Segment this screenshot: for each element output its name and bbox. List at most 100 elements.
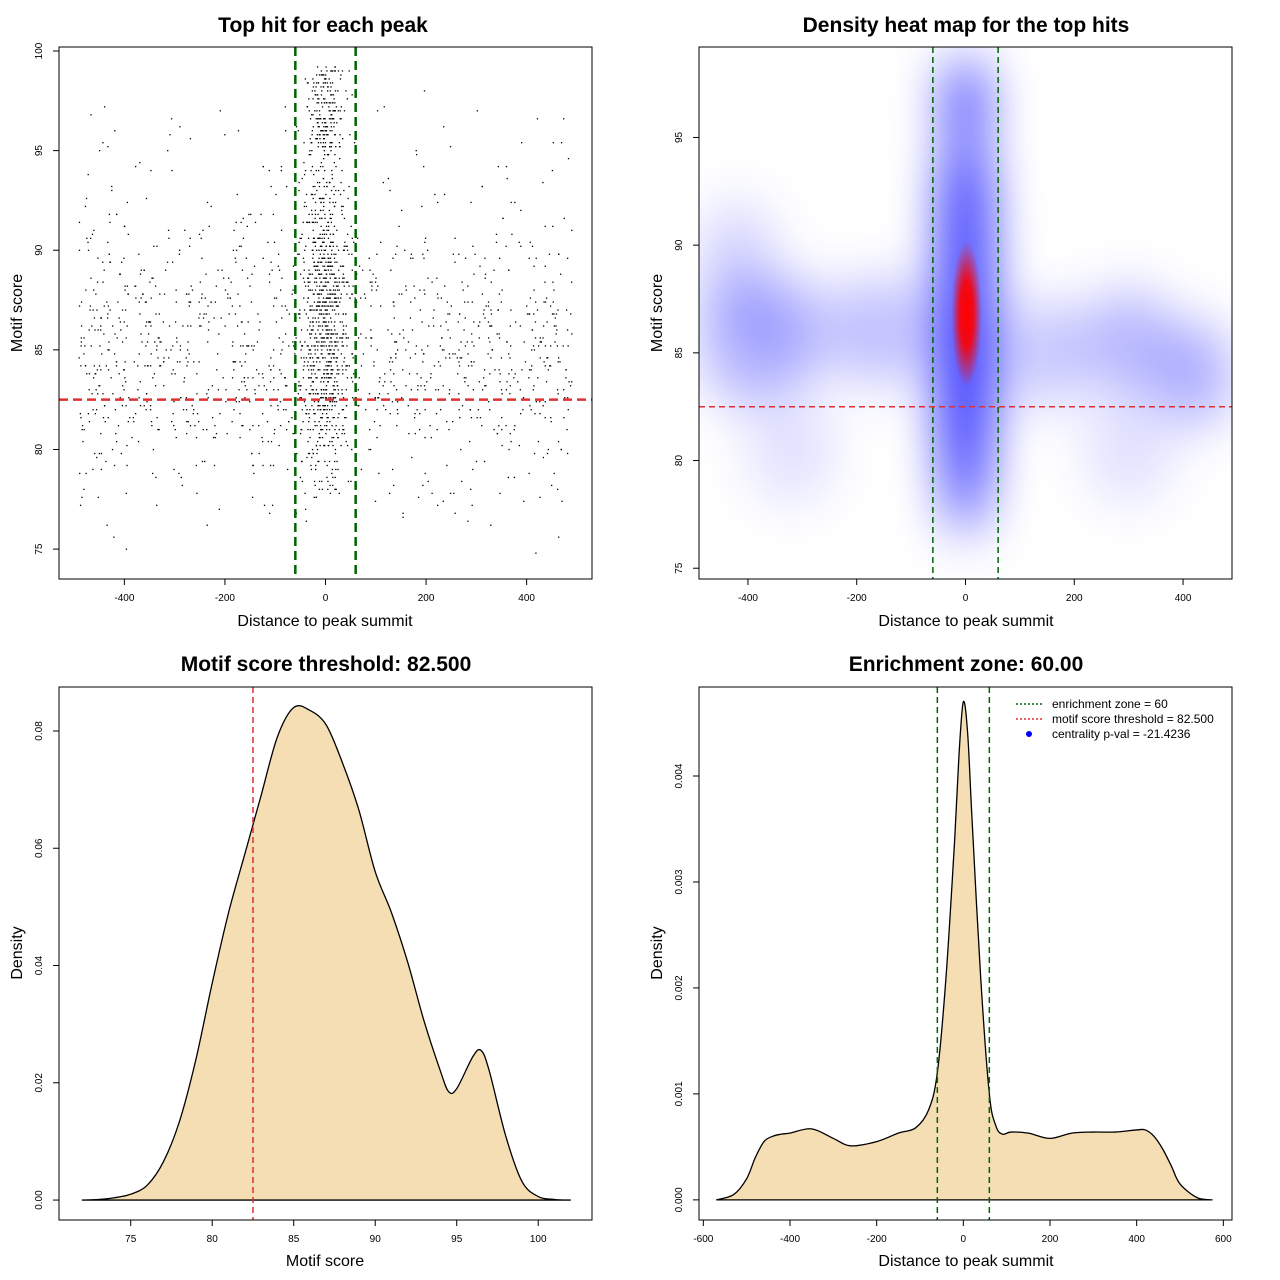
scatter-point <box>417 496 420 499</box>
scatter-point <box>324 98 326 100</box>
scatter-point <box>134 165 137 168</box>
scatter-point <box>123 225 126 228</box>
scatter-point <box>111 448 114 451</box>
scatter-point <box>326 409 328 411</box>
scatter-point <box>343 432 346 435</box>
scatter-point <box>320 281 323 283</box>
scatter-point <box>507 476 510 479</box>
scatter-point <box>544 265 546 267</box>
scatter-point <box>218 333 220 335</box>
scatter-point <box>333 126 335 128</box>
scatter-point <box>252 464 254 467</box>
scatter-point <box>81 428 83 431</box>
scatter-point <box>331 309 334 311</box>
scatter-point <box>319 424 322 427</box>
scatter-point <box>189 301 192 303</box>
scatter-point <box>334 153 336 156</box>
scatter-point <box>319 217 321 220</box>
scatter-point <box>556 329 558 331</box>
scatter-point <box>291 293 293 295</box>
scatter-point <box>341 432 343 435</box>
scatter-point <box>448 393 450 395</box>
scatter-point <box>316 269 319 271</box>
scatter-point <box>268 365 270 367</box>
scatter-point <box>301 233 303 235</box>
scatter-point <box>321 257 323 259</box>
scatter-point <box>526 305 528 307</box>
scatter-point <box>303 173 306 176</box>
scatter-point <box>138 301 140 303</box>
scatter-point <box>332 245 334 247</box>
scatter-point <box>428 325 430 327</box>
scatter-point <box>340 337 342 339</box>
scatter-point <box>514 373 516 375</box>
scatter-point <box>316 440 319 443</box>
scatter-point <box>199 313 201 315</box>
scatter-point <box>312 293 315 295</box>
scatter-point <box>195 464 198 467</box>
scatter-point <box>278 337 280 339</box>
scatter-point <box>414 432 416 435</box>
scatter-point <box>321 428 324 431</box>
scatter-point <box>342 409 345 411</box>
scatter-point <box>235 249 238 251</box>
scatter-point <box>340 181 342 184</box>
scatter-point <box>390 381 392 383</box>
scatter-point <box>204 297 206 299</box>
scatter-point <box>271 269 273 271</box>
scatter-point <box>239 345 242 347</box>
scatter-point <box>353 373 355 375</box>
scatter-point <box>321 261 323 263</box>
scatter-point <box>325 277 327 279</box>
scatter-point <box>344 241 346 243</box>
scatter-point <box>567 157 570 160</box>
scatter-point <box>258 373 260 375</box>
scatter-point <box>317 325 320 327</box>
scatter-point <box>105 365 107 367</box>
scatter-point <box>518 241 520 243</box>
scatter-point <box>272 464 275 467</box>
scatter-point <box>227 297 229 299</box>
scatter-point <box>319 197 322 200</box>
scatter-point <box>470 201 472 204</box>
scatter-point <box>493 428 495 431</box>
distance-density-ytick-label: 0.004 <box>674 763 685 788</box>
scatter-point <box>313 82 315 84</box>
scatter-point <box>324 153 326 156</box>
scatter-point <box>309 309 312 311</box>
scatter-point <box>270 440 273 443</box>
scatter-point <box>333 333 335 335</box>
scatter-point <box>473 361 475 363</box>
scatter-point <box>370 345 372 347</box>
scatter-point <box>414 297 416 299</box>
scatter-point <box>234 313 237 315</box>
scatter-point <box>305 520 308 522</box>
scatter-point <box>201 293 203 295</box>
scatter-point <box>112 393 114 395</box>
scatter-point <box>311 373 313 375</box>
scatter-point <box>123 257 125 259</box>
scatter-point <box>288 420 290 423</box>
scatter-point <box>338 428 340 431</box>
scatter-point <box>326 229 328 232</box>
scatter-point <box>565 369 567 371</box>
scatter-point <box>326 349 329 351</box>
scatter-point <box>331 130 333 132</box>
scatter-point <box>330 377 332 379</box>
scatter-point <box>368 257 370 259</box>
scatter-point <box>205 313 207 315</box>
scatter-point <box>330 349 332 351</box>
scatter-point <box>131 436 133 439</box>
scatter-point <box>409 357 412 359</box>
scatter-point <box>334 301 337 303</box>
scatter-point <box>342 138 344 140</box>
scatter-point <box>316 249 318 251</box>
scatter-point <box>316 189 318 192</box>
scatter-point <box>79 472 81 475</box>
scatter-point <box>190 325 192 327</box>
scatter-point <box>346 98 348 100</box>
scatter-point <box>320 293 323 295</box>
scatter-point <box>181 484 183 487</box>
scatter-point <box>495 233 498 235</box>
scatter-point <box>323 205 325 208</box>
